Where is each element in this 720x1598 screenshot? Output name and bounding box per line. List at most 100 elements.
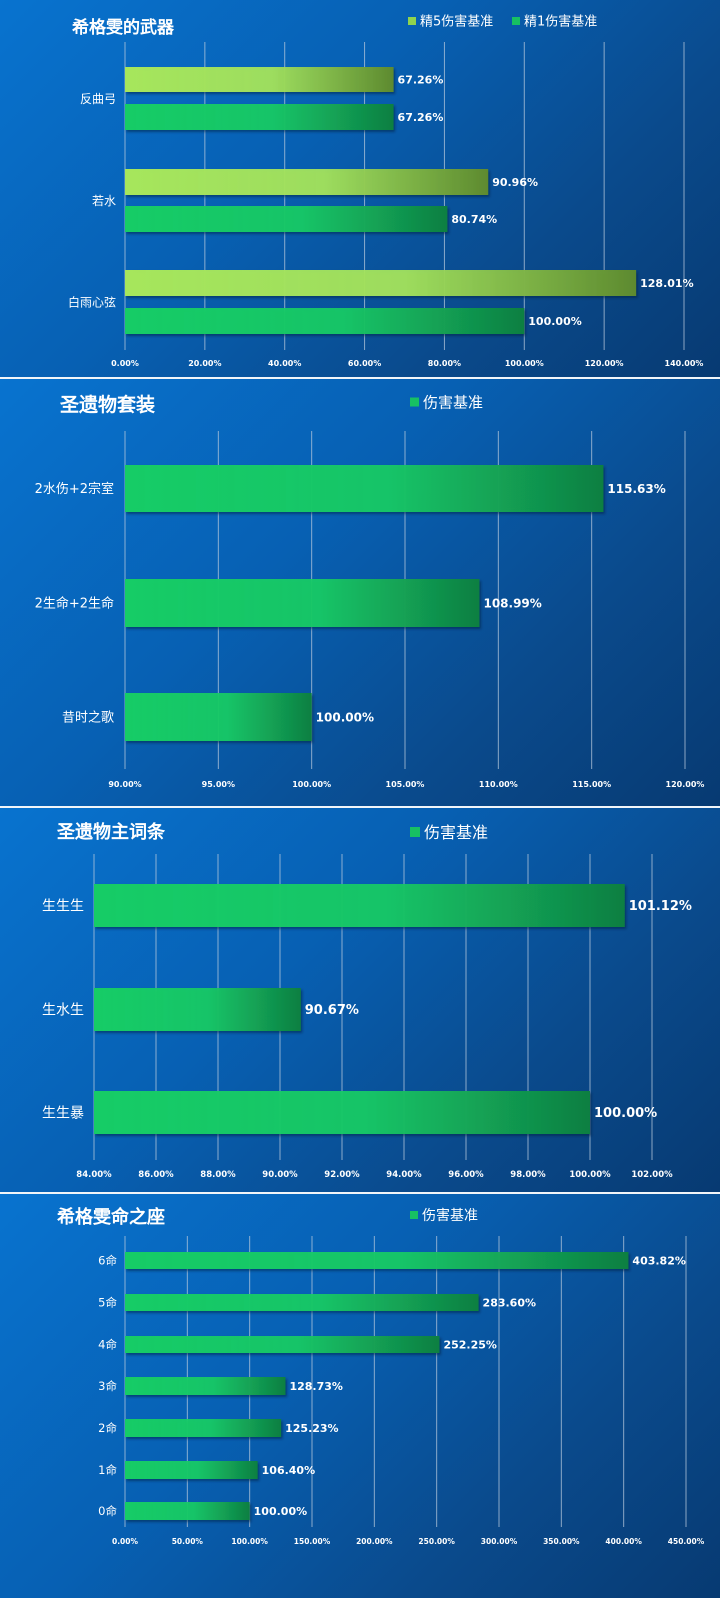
bar xyxy=(125,1377,286,1395)
value-label: 90.96% xyxy=(492,176,538,189)
value-label: 100.00% xyxy=(528,315,581,328)
legend-swatch xyxy=(512,17,520,25)
bar xyxy=(125,104,394,130)
x-tick-label: 80.00% xyxy=(428,359,461,368)
chart-title: 圣遗物主词条 xyxy=(56,821,166,843)
category-label: 3命 xyxy=(98,1379,117,1393)
chart-constellations: 0.00% 50.00% 100.00% 150.00% 200.00% 250.00% 3… xyxy=(0,1194,720,1598)
x-tick-label: 90.00% xyxy=(262,1170,298,1180)
panel-divider xyxy=(0,377,720,379)
x-tick-label: 20.00% xyxy=(188,359,221,368)
value-label: 80.74% xyxy=(451,213,497,226)
category-label: 生生暴 xyxy=(42,1106,84,1122)
category-label: 2生命+2生命 xyxy=(35,596,114,612)
x-tick-label: 100.00% xyxy=(505,359,544,368)
bar xyxy=(125,465,604,512)
category-label: 生水生 xyxy=(42,1003,84,1019)
category-label: 若水 xyxy=(92,194,116,208)
value-label: 128.01% xyxy=(640,277,693,290)
x-tick-label: 0.00% xyxy=(112,1537,139,1546)
bar xyxy=(125,1294,479,1311)
chart-weapons: 0.00% 20.00% 40.00% 60.00% 80.00% 100.00% 120.… xyxy=(0,0,720,377)
panel-divider xyxy=(0,806,720,808)
x-tick-label: 100.00% xyxy=(292,780,331,789)
chart-svg: 90.00% 95.00% 100.00% 105.00% 110.00% 115.00%… xyxy=(35,393,705,789)
chart-title: 希格雯命之座 xyxy=(57,1206,165,1228)
legend-label: 精5伤害基准 xyxy=(420,14,493,30)
x-tick-label: 450.00% xyxy=(668,1537,705,1546)
legend-label: 伤害基准 xyxy=(424,823,488,842)
x-tick-label: 40.00% xyxy=(268,359,301,368)
bar xyxy=(125,1502,250,1520)
x-tick-label: 94.00% xyxy=(386,1170,422,1180)
x-tick-label: 102.00% xyxy=(631,1170,673,1180)
category-label: 1命 xyxy=(98,1463,117,1477)
panel-divider xyxy=(0,1192,720,1194)
x-tick-label: 350.00% xyxy=(543,1537,580,1546)
x-tick-label: 200.00% xyxy=(356,1537,393,1546)
x-tick-label: 105.00% xyxy=(386,780,425,789)
legend-swatch xyxy=(410,827,420,837)
bar xyxy=(94,988,301,1031)
value-label: 67.26% xyxy=(398,111,444,124)
bar xyxy=(125,206,448,232)
value-label: 252.25% xyxy=(443,1338,496,1351)
value-label: 283.60% xyxy=(483,1296,536,1309)
bar xyxy=(125,169,489,195)
x-tick-label: 300.00% xyxy=(481,1537,518,1546)
chart-title: 希格雯的武器 xyxy=(72,17,175,38)
x-tick-label: 120.00% xyxy=(585,359,624,368)
value-label: 90.67% xyxy=(305,1003,359,1018)
x-tick-label: 60.00% xyxy=(348,359,381,368)
x-tick-label: 50.00% xyxy=(172,1537,204,1546)
value-label: 128.73% xyxy=(289,1380,342,1393)
legend-label: 伤害基准 xyxy=(422,1207,478,1224)
x-tick-label: 120.00% xyxy=(666,780,705,789)
category-label: 生生生 xyxy=(42,899,84,915)
chart-artifact-sets: 90.00% 95.00% 100.00% 105.00% 110.00% 115.00%… xyxy=(0,379,720,806)
x-tick-label: 115.00% xyxy=(572,780,611,789)
legend-label: 伤害基准 xyxy=(423,393,483,411)
bar xyxy=(125,579,480,627)
bar xyxy=(125,1419,282,1437)
x-tick-label: 100.00% xyxy=(569,1170,611,1180)
value-label: 108.99% xyxy=(483,596,541,610)
legend-label: 精1伤害基准 xyxy=(524,14,597,30)
category-label: 白雨心弦 xyxy=(68,294,116,309)
bar xyxy=(125,1336,440,1353)
category-label: 反曲弓 xyxy=(80,92,116,106)
bar xyxy=(125,693,312,741)
x-tick-label: 96.00% xyxy=(448,1170,484,1180)
chart-artifact-main-stats: 84.00% 86.00% 88.00% 90.00% 92.00% 94.00% 96.0… xyxy=(0,808,720,1192)
value-label: 100.00% xyxy=(254,1505,307,1518)
legend-swatch xyxy=(408,17,416,25)
bar xyxy=(125,1252,629,1269)
x-tick-label: 84.00% xyxy=(76,1170,112,1180)
bar xyxy=(125,308,525,334)
category-label: 0命 xyxy=(98,1504,117,1518)
x-tick-label: 400.00% xyxy=(605,1537,642,1546)
value-label: 101.12% xyxy=(629,899,692,914)
chart-title: 圣遗物套装 xyxy=(60,393,155,416)
value-label: 115.63% xyxy=(607,482,665,496)
x-tick-label: 90.00% xyxy=(108,780,141,789)
bar xyxy=(125,270,637,296)
legend-swatch xyxy=(410,397,419,407)
x-tick-label: 95.00% xyxy=(202,780,235,789)
x-tick-label: 140.00% xyxy=(665,359,704,368)
value-label: 67.26% xyxy=(398,73,444,86)
chart-svg: 84.00% 86.00% 88.00% 90.00% 92.00% 94.00% 96.0… xyxy=(42,821,692,1180)
chart-svg: 0.00% 50.00% 100.00% 150.00% 200.00% 250.00% 3… xyxy=(57,1206,705,1546)
value-label: 125.23% xyxy=(285,1422,338,1435)
bar xyxy=(94,1091,590,1134)
bar xyxy=(125,67,394,92)
bar xyxy=(94,884,625,927)
x-tick-label: 250.00% xyxy=(418,1537,455,1546)
category-label: 5命 xyxy=(98,1296,117,1310)
category-label: 6命 xyxy=(98,1254,117,1268)
bar xyxy=(125,1461,258,1479)
category-label: 2命 xyxy=(98,1421,117,1435)
x-tick-label: 98.00% xyxy=(510,1170,546,1180)
legend-swatch xyxy=(410,1211,418,1219)
x-tick-label: 100.00% xyxy=(231,1537,268,1546)
